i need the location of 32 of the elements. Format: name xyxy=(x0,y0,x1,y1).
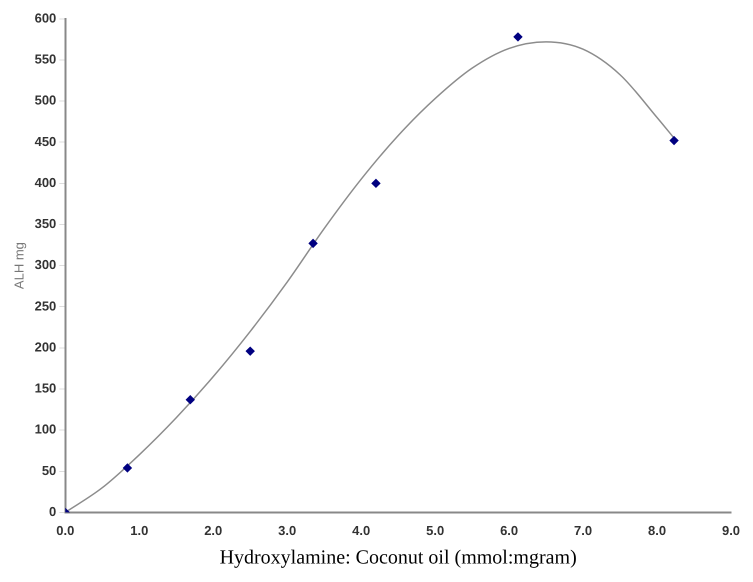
y-tick-label: 400 xyxy=(34,174,56,190)
y-tick-label: 550 xyxy=(34,52,56,67)
point xyxy=(513,32,522,42)
y-tick-label: 100 xyxy=(34,422,56,437)
x-tick-label: 1.0 xyxy=(130,522,148,538)
x-tick-label: 2.0 xyxy=(204,522,222,538)
point xyxy=(122,463,132,472)
x-axis-title: Hydroxylamine: Coconut oil (mmol:mgram) xyxy=(220,546,577,568)
y-tick-label: 0 xyxy=(49,504,56,519)
point xyxy=(308,238,318,248)
y-tick-label: 500 xyxy=(34,92,56,108)
y-tick-label: 200 xyxy=(34,339,56,354)
y-tick-label: 450 xyxy=(34,134,56,149)
x-tick-label: 9.0 xyxy=(722,522,740,538)
y-axis-title: ALH mg xyxy=(11,242,26,290)
y-tick-label: 50 xyxy=(42,462,56,478)
x-tick-label: 7.0 xyxy=(574,522,592,538)
y-tick-label: 350 xyxy=(34,216,56,232)
x-tick-label: 6.0 xyxy=(500,522,518,538)
x-tick-label: 0.0 xyxy=(56,522,74,538)
point xyxy=(371,178,380,188)
point xyxy=(670,136,679,146)
y-tick-label: 600 xyxy=(34,10,56,26)
x-tick-label: 5.0 xyxy=(426,522,444,538)
point xyxy=(246,346,255,356)
y-tick-label: 250 xyxy=(34,298,56,314)
point xyxy=(186,395,195,404)
x-tick-label: 4.0 xyxy=(352,522,370,538)
y-tick-label: 150 xyxy=(34,380,56,396)
x-tick-label: 8.0 xyxy=(648,522,666,538)
x-tick-label: 3.0 xyxy=(278,522,296,538)
y-tick-label: 300 xyxy=(34,257,56,272)
